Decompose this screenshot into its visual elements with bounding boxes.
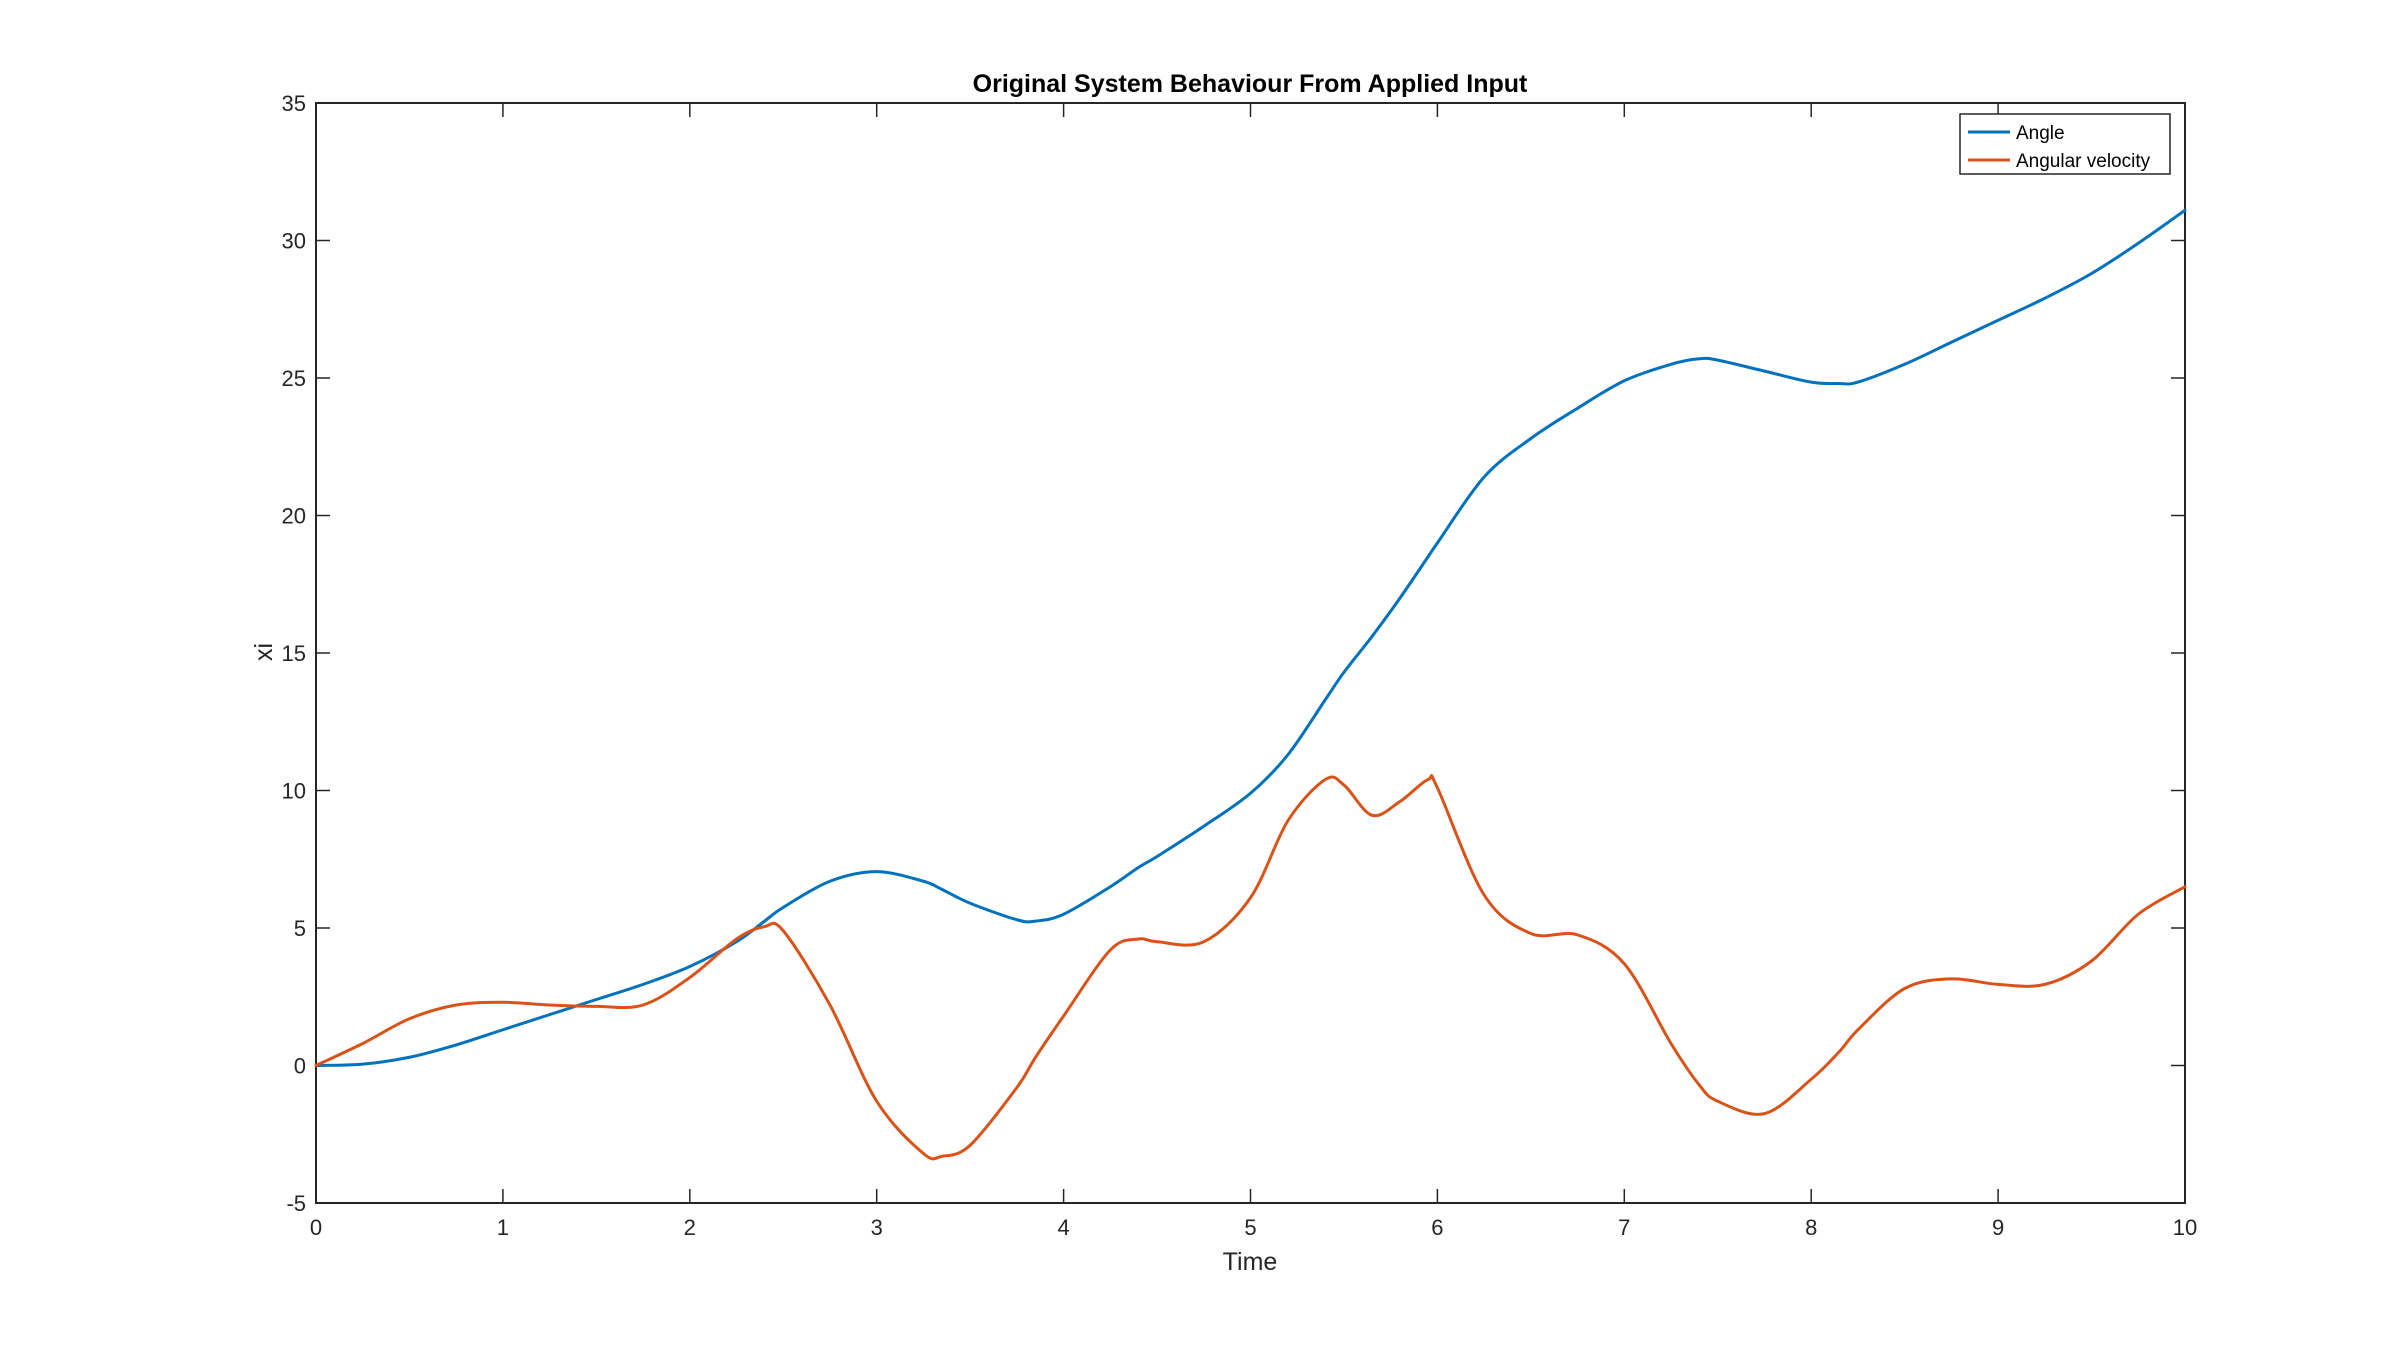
series-line-angle (314, 208, 2187, 1067)
y-tick-label: 0 (294, 1054, 306, 1079)
x-tick-label: 4 (1057, 1215, 1069, 1240)
chart-title: Original System Behaviour From Applied I… (973, 70, 1528, 98)
x-tick-label: 6 (1431, 1215, 1443, 1240)
y-tick-label: 25 (282, 366, 306, 391)
y-tick-label: -5 (286, 1191, 306, 1216)
y-tick-labels: -5 0 5 10 15 20 25 30 35 (282, 91, 306, 1216)
x-tick-label: 10 (2173, 1215, 2197, 1240)
y-tick-label: 30 (282, 229, 306, 254)
series-lines (314, 208, 2187, 1161)
x-axis-label: Time (1223, 1248, 1278, 1276)
x-tick-label: 7 (1618, 1215, 1630, 1240)
y-tick-label: 35 (282, 91, 306, 116)
legend-label-angular-velocity: Angular velocity (2016, 151, 2151, 172)
legend-label-angle: Angle (2016, 123, 2065, 144)
x-tick-labels: 0 1 2 3 4 5 6 7 8 9 10 (310, 1215, 2197, 1240)
series-line-angular-velocity (314, 774, 2187, 1161)
y-axis-label: xi (250, 643, 278, 661)
x-tick-label: 9 (1992, 1215, 2004, 1240)
y-tick-label: 5 (294, 916, 306, 941)
x-tick-label: 2 (684, 1215, 696, 1240)
x-tick-label: 5 (1244, 1215, 1256, 1240)
y-tick-label: 10 (282, 779, 306, 804)
y-tick-label: 15 (282, 641, 306, 666)
x-tick-label: 3 (871, 1215, 883, 1240)
x-tick-label: 1 (497, 1215, 509, 1240)
legend: Angle Angular velocity (1959, 113, 2171, 175)
axes-box (315, 102, 2186, 1204)
legend-box (1959, 113, 2171, 175)
x-tick-label: 0 (310, 1215, 322, 1240)
y-tick-label: 20 (282, 504, 306, 529)
x-tick-label: 8 (1805, 1215, 1817, 1240)
